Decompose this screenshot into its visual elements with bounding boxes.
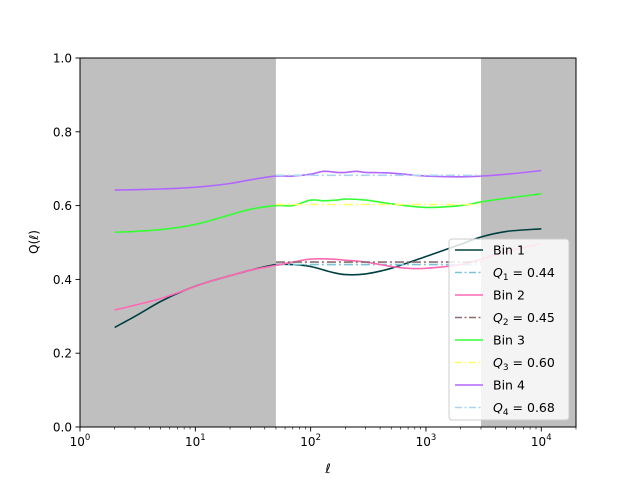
legend-label-2: Q1 = 0.44 [493,265,555,283]
x-axis-label: ℓ [324,462,330,477]
x-tick-label-2: 101 [185,433,206,449]
shaded-region-1 [80,58,276,427]
x-axis-ticks: 100 101 102 103 104 [70,427,577,449]
y-axis-ticks: 0.0 0.2 0.4 0.6 0.8 1.0 [53,52,80,435]
legend-label-3: Bin 2 [493,288,525,303]
series-line-5 [114,193,542,233]
y-tick-label-4: 0.6 [53,199,72,213]
x-tick-label-5: 104 [531,433,552,449]
y-tick-label-1: 0.0 [53,421,72,435]
legend: Bin 1 Q1 = 0.44 Bin 2 Q2 = 0.45 Bin 3 Q3 = 0.… [448,238,570,421]
legend-label-1: Bin 1 [493,243,525,258]
y-tick-label-6: 1.0 [53,52,72,66]
x-tick-label-3: 102 [300,433,321,449]
legend-label-5: Bin 3 [493,333,525,348]
legend-label-6: Q3 = 0.60 [493,355,555,373]
legend-label-8: Q4 = 0.68 [493,400,555,418]
legend-box [448,238,570,421]
series-line-7 [114,169,542,191]
y-tick-label-2: 0.2 [53,347,72,361]
legend-label-7: Bin 4 [493,378,525,393]
y-tick-label-5: 0.8 [53,125,72,139]
y-axis-label: Q(ℓ) [27,230,41,254]
y-tick-label-3: 0.4 [53,273,72,287]
x-tick-label-1: 100 [70,433,91,449]
plot-frame [79,57,577,428]
x-tick-label-4: 103 [416,433,437,449]
legend-label-4: Q2 = 0.45 [493,310,555,328]
